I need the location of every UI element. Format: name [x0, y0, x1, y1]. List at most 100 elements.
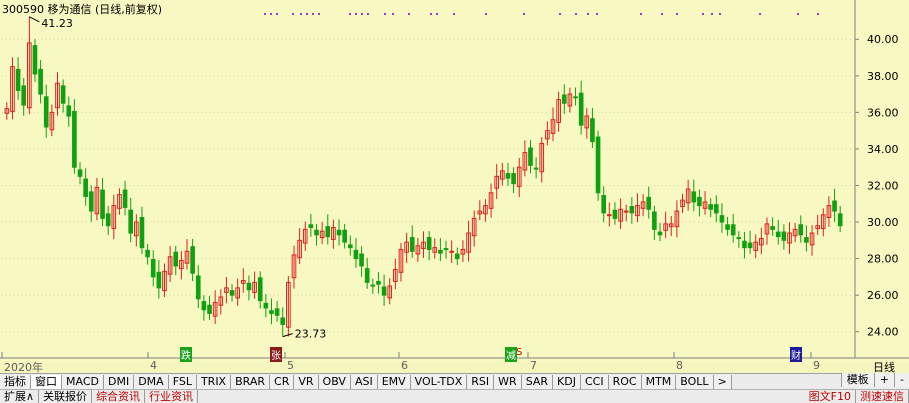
candle-body	[629, 206, 635, 214]
indicator-tab[interactable]: RSI	[467, 374, 495, 389]
event-dot	[384, 13, 386, 15]
candle-body	[595, 136, 601, 194]
indicator-tab[interactable]: KDJ	[553, 374, 581, 389]
indicator-tab[interactable]: SAR	[521, 374, 554, 389]
indicator-tab[interactable]: BOLL	[676, 374, 714, 389]
indicator-tab[interactable]: TRIX	[196, 374, 232, 389]
candle-body	[381, 286, 387, 296]
status-tab[interactable]: 行业资讯	[145, 390, 199, 403]
indicator-tab[interactable]: DMA	[134, 374, 169, 389]
indicator-tab[interactable]: BRAR	[231, 374, 271, 389]
indicator-tab[interactable]: ASI	[350, 374, 378, 389]
candle-body	[111, 205, 117, 229]
candle-body	[376, 280, 381, 285]
candle-body	[663, 223, 668, 231]
candle-body	[528, 147, 533, 166]
indicator-tab[interactable]: ROC	[608, 374, 642, 389]
indicator-tab[interactable]: 指标	[0, 374, 31, 389]
candle-body	[781, 231, 787, 241]
candle-body	[252, 281, 257, 293]
event-marker[interactable]: S	[516, 347, 523, 358]
candle-body	[297, 239, 302, 259]
event-marker[interactable]: 减	[505, 347, 517, 362]
event-dot	[676, 13, 678, 15]
candle-body	[347, 244, 353, 249]
y-tick-label: 24.00	[867, 326, 899, 339]
candle-body	[60, 85, 66, 104]
candle-body	[719, 215, 725, 223]
indicator-tab[interactable]: VOL-TDX	[410, 374, 468, 389]
candle-body	[466, 232, 471, 253]
indicator-tab[interactable]: CR	[270, 374, 295, 389]
indicator-tab[interactable]: OBV	[318, 374, 351, 389]
candle-body	[488, 192, 494, 209]
indicator-tab[interactable]: MACD	[62, 374, 104, 389]
candle-body	[342, 229, 347, 243]
toolbar-button[interactable]: -	[894, 373, 909, 387]
candle-body	[674, 210, 680, 228]
indicator-tab[interactable]: FSL	[168, 374, 197, 389]
candle-body	[775, 231, 781, 238]
x-axis-label: 6	[401, 359, 408, 372]
y-tick-label: 38.00	[867, 70, 899, 83]
candle-body	[409, 237, 415, 252]
candle-body	[105, 213, 111, 227]
candle-body	[635, 205, 640, 217]
candle-body	[319, 230, 325, 239]
annotation-line	[29, 16, 40, 23]
status-tab[interactable]: 扩展∧	[0, 390, 40, 403]
event-marker[interactable]: 张	[270, 347, 282, 362]
indicator-tab[interactable]: 窗口	[31, 374, 62, 389]
event-dot	[392, 13, 394, 15]
candle-body	[550, 119, 556, 134]
candle-body	[471, 217, 477, 237]
chart-title: 300590 移为通信 (日线,前复权)	[2, 3, 163, 16]
status-tab[interactable]: 综合资讯	[92, 390, 146, 403]
indicator-tab[interactable]: MTM	[641, 374, 677, 389]
candle-body	[730, 224, 736, 236]
period-label[interactable]: 日线	[873, 361, 895, 374]
status-tab[interactable]: 关联报价	[39, 390, 93, 403]
indicator-tab[interactable]: DMI	[103, 374, 135, 389]
candle-body	[224, 287, 229, 293]
event-marker[interactable]: 财	[790, 347, 802, 362]
toolbar-button[interactable]: +	[873, 373, 895, 387]
toolbar-button[interactable]: 模板	[840, 373, 874, 387]
candle-body	[742, 240, 747, 249]
indicator-tab[interactable]: >	[713, 374, 732, 389]
indicator-tab[interactable]: CCI	[580, 374, 609, 389]
event-dot	[711, 13, 713, 15]
candle-body	[162, 270, 167, 292]
event-dot	[349, 13, 351, 15]
status-right-button[interactable]: 测速速信	[856, 390, 909, 403]
candle-body	[302, 228, 308, 244]
event-dot	[436, 13, 438, 15]
candle-body	[286, 281, 291, 328]
candle-body	[207, 304, 212, 314]
candle-body	[837, 213, 843, 227]
y-tick-label: 30.00	[867, 216, 899, 229]
candle-body	[764, 223, 770, 235]
candle-body	[184, 250, 190, 264]
indicator-tab[interactable]: WR	[494, 374, 522, 389]
event-dot	[270, 13, 272, 15]
indicator-tab[interactable]: EMV	[377, 374, 411, 389]
candle-body	[27, 42, 32, 109]
event-dot	[640, 13, 642, 15]
candle-body	[725, 224, 730, 230]
candle-body	[235, 287, 240, 299]
candle-body	[685, 188, 691, 204]
indicator-tab[interactable]: VR	[294, 374, 319, 389]
candle-body	[539, 142, 545, 173]
candle-body	[331, 227, 336, 240]
event-dot	[306, 13, 308, 15]
event-dot	[430, 13, 432, 15]
kline-chart[interactable]: 24.00 26.00 28.00 30.00 32.00 34.00 36.00 38.00…	[0, 0, 909, 362]
event-dot	[559, 13, 561, 15]
candle-body	[483, 205, 488, 215]
kline-svg[interactable]: 24.00 26.00 28.00 30.00 32.00 34.00 36.00 38.00…	[0, 0, 909, 362]
status-right-button[interactable]: 图文F10	[805, 390, 856, 403]
candle-body	[240, 280, 246, 284]
event-marker[interactable]: 跌	[180, 347, 192, 362]
candle-body	[708, 204, 713, 210]
